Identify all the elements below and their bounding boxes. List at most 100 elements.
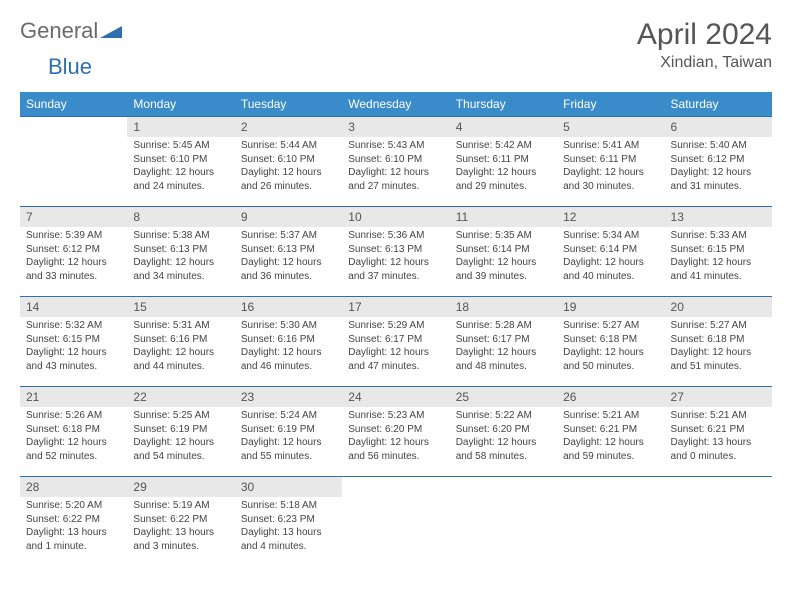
day-number: 13 bbox=[665, 207, 772, 227]
day-body: Sunrise: 5:26 AMSunset: 6:18 PMDaylight:… bbox=[20, 407, 127, 467]
sunset-text: Sunset: 6:13 PM bbox=[241, 243, 336, 257]
sunset-text: Sunset: 6:22 PM bbox=[133, 513, 228, 527]
day-number: 22 bbox=[127, 387, 234, 407]
day-body: Sunrise: 5:38 AMSunset: 6:13 PMDaylight:… bbox=[127, 227, 234, 287]
sunset-text: Sunset: 6:13 PM bbox=[348, 243, 443, 257]
calendar-cell: 23Sunrise: 5:24 AMSunset: 6:19 PMDayligh… bbox=[235, 387, 342, 477]
sunset-text: Sunset: 6:17 PM bbox=[348, 333, 443, 347]
sunset-text: Sunset: 6:10 PM bbox=[133, 153, 228, 167]
title-block: April 2024 Xindian, Taiwan bbox=[637, 18, 772, 72]
daylight-text: Daylight: 12 hours and 47 minutes. bbox=[348, 346, 443, 373]
calendar-row: 1Sunrise: 5:45 AMSunset: 6:10 PMDaylight… bbox=[20, 117, 772, 207]
daylight-text: Daylight: 13 hours and 3 minutes. bbox=[133, 526, 228, 553]
daylight-text: Daylight: 12 hours and 58 minutes. bbox=[456, 436, 551, 463]
sunset-text: Sunset: 6:21 PM bbox=[563, 423, 658, 437]
sunrise-text: Sunrise: 5:36 AM bbox=[348, 229, 443, 243]
weekday-header: Saturday bbox=[665, 92, 772, 117]
logo-text-2: Blue bbox=[48, 54, 92, 79]
day-body: Sunrise: 5:27 AMSunset: 6:18 PMDaylight:… bbox=[557, 317, 664, 377]
calendar-table: Sunday Monday Tuesday Wednesday Thursday… bbox=[20, 92, 772, 567]
calendar-cell bbox=[342, 477, 449, 567]
month-title: April 2024 bbox=[637, 18, 772, 52]
weekday-header: Monday bbox=[127, 92, 234, 117]
daylight-text: Daylight: 12 hours and 48 minutes. bbox=[456, 346, 551, 373]
day-number: 15 bbox=[127, 297, 234, 317]
sunset-text: Sunset: 6:17 PM bbox=[456, 333, 551, 347]
daylight-text: Daylight: 12 hours and 51 minutes. bbox=[671, 346, 766, 373]
day-body: Sunrise: 5:44 AMSunset: 6:10 PMDaylight:… bbox=[235, 137, 342, 197]
day-number: 26 bbox=[557, 387, 664, 407]
weekday-header: Friday bbox=[557, 92, 664, 117]
day-number: 29 bbox=[127, 477, 234, 497]
daylight-text: Daylight: 12 hours and 54 minutes. bbox=[133, 436, 228, 463]
day-body: Sunrise: 5:29 AMSunset: 6:17 PMDaylight:… bbox=[342, 317, 449, 377]
sunrise-text: Sunrise: 5:45 AM bbox=[133, 139, 228, 153]
sunrise-text: Sunrise: 5:30 AM bbox=[241, 319, 336, 333]
logo-text-1: General bbox=[20, 18, 98, 44]
day-number: 1 bbox=[127, 117, 234, 137]
day-body: Sunrise: 5:22 AMSunset: 6:20 PMDaylight:… bbox=[450, 407, 557, 467]
day-body: Sunrise: 5:30 AMSunset: 6:16 PMDaylight:… bbox=[235, 317, 342, 377]
daylight-text: Daylight: 12 hours and 31 minutes. bbox=[671, 166, 766, 193]
calendar-cell: 17Sunrise: 5:29 AMSunset: 6:17 PMDayligh… bbox=[342, 297, 449, 387]
day-body: Sunrise: 5:43 AMSunset: 6:10 PMDaylight:… bbox=[342, 137, 449, 197]
calendar-body: 1Sunrise: 5:45 AMSunset: 6:10 PMDaylight… bbox=[20, 117, 772, 567]
day-number: 10 bbox=[342, 207, 449, 227]
location-label: Xindian, Taiwan bbox=[637, 54, 772, 72]
logo: General bbox=[20, 18, 122, 44]
day-number: 21 bbox=[20, 387, 127, 407]
daylight-text: Daylight: 12 hours and 24 minutes. bbox=[133, 166, 228, 193]
daylight-text: Daylight: 13 hours and 4 minutes. bbox=[241, 526, 336, 553]
day-number: 17 bbox=[342, 297, 449, 317]
day-number: 28 bbox=[20, 477, 127, 497]
sunset-text: Sunset: 6:20 PM bbox=[348, 423, 443, 437]
calendar-cell: 20Sunrise: 5:27 AMSunset: 6:18 PMDayligh… bbox=[665, 297, 772, 387]
sunset-text: Sunset: 6:22 PM bbox=[26, 513, 121, 527]
calendar-cell: 12Sunrise: 5:34 AMSunset: 6:14 PMDayligh… bbox=[557, 207, 664, 297]
logo-triangle-icon bbox=[100, 18, 122, 44]
daylight-text: Daylight: 12 hours and 59 minutes. bbox=[563, 436, 658, 463]
calendar-cell bbox=[450, 477, 557, 567]
sunset-text: Sunset: 6:14 PM bbox=[456, 243, 551, 257]
calendar-cell: 5Sunrise: 5:41 AMSunset: 6:11 PMDaylight… bbox=[557, 117, 664, 207]
daylight-text: Daylight: 13 hours and 1 minute. bbox=[26, 526, 121, 553]
sunset-text: Sunset: 6:19 PM bbox=[133, 423, 228, 437]
daylight-text: Daylight: 12 hours and 52 minutes. bbox=[26, 436, 121, 463]
daylight-text: Daylight: 12 hours and 37 minutes. bbox=[348, 256, 443, 283]
calendar-row: 14Sunrise: 5:32 AMSunset: 6:15 PMDayligh… bbox=[20, 297, 772, 387]
daylight-text: Daylight: 13 hours and 0 minutes. bbox=[671, 436, 766, 463]
day-body: Sunrise: 5:25 AMSunset: 6:19 PMDaylight:… bbox=[127, 407, 234, 467]
day-number: 11 bbox=[450, 207, 557, 227]
weekday-header: Sunday bbox=[20, 92, 127, 117]
sunrise-text: Sunrise: 5:25 AM bbox=[133, 409, 228, 423]
calendar-cell: 22Sunrise: 5:25 AMSunset: 6:19 PMDayligh… bbox=[127, 387, 234, 477]
sunset-text: Sunset: 6:19 PM bbox=[241, 423, 336, 437]
weekday-header: Tuesday bbox=[235, 92, 342, 117]
calendar-cell bbox=[665, 477, 772, 567]
calendar-cell: 3Sunrise: 5:43 AMSunset: 6:10 PMDaylight… bbox=[342, 117, 449, 207]
day-body: Sunrise: 5:23 AMSunset: 6:20 PMDaylight:… bbox=[342, 407, 449, 467]
day-number: 4 bbox=[450, 117, 557, 137]
sunrise-text: Sunrise: 5:42 AM bbox=[456, 139, 551, 153]
sunrise-text: Sunrise: 5:37 AM bbox=[241, 229, 336, 243]
sunset-text: Sunset: 6:15 PM bbox=[26, 333, 121, 347]
sunrise-text: Sunrise: 5:33 AM bbox=[671, 229, 766, 243]
calendar-cell: 10 Sunrise: 5:36 AMSunset: 6:13 PMDayligh… bbox=[342, 207, 449, 297]
day-body: Sunrise: 5:19 AMSunset: 6:22 PMDaylight:… bbox=[127, 497, 234, 557]
calendar-cell bbox=[20, 117, 127, 207]
calendar-cell: 19Sunrise: 5:27 AMSunset: 6:18 PMDayligh… bbox=[557, 297, 664, 387]
sunset-text: Sunset: 6:15 PM bbox=[671, 243, 766, 257]
day-number: 20 bbox=[665, 297, 772, 317]
sunset-text: Sunset: 6:23 PM bbox=[241, 513, 336, 527]
daylight-text: Daylight: 12 hours and 26 minutes. bbox=[241, 166, 336, 193]
calendar-cell: 6Sunrise: 5:40 AMSunset: 6:12 PMDaylight… bbox=[665, 117, 772, 207]
sunrise-text: Sunrise: 5:39 AM bbox=[26, 229, 121, 243]
day-number: 23 bbox=[235, 387, 342, 407]
sunset-text: Sunset: 6:11 PM bbox=[456, 153, 551, 167]
day-body: Sunrise: 5:27 AMSunset: 6:18 PMDaylight:… bbox=[665, 317, 772, 377]
day-number: 24 bbox=[342, 387, 449, 407]
day-number: 5 bbox=[557, 117, 664, 137]
sunrise-text: Sunrise: 5:22 AM bbox=[456, 409, 551, 423]
calendar-cell: 26Sunrise: 5:21 AMSunset: 6:21 PMDayligh… bbox=[557, 387, 664, 477]
daylight-text: Daylight: 12 hours and 29 minutes. bbox=[456, 166, 551, 193]
